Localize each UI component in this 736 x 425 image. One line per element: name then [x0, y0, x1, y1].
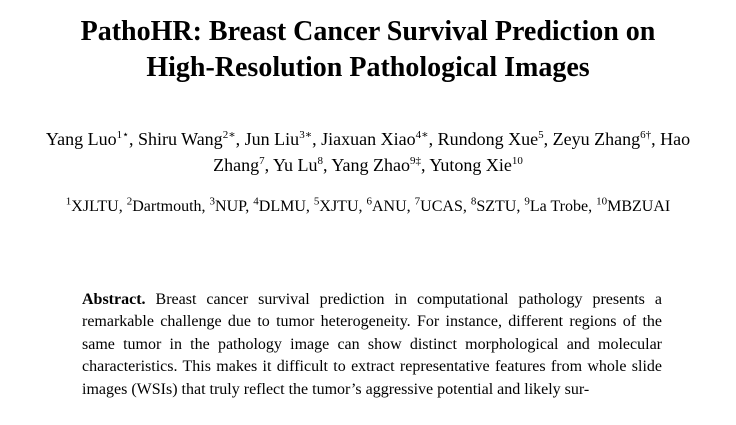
- author: Zeyu Zhang6†: [553, 129, 651, 149]
- affiliation: 1XJLTU: [65, 195, 119, 215]
- author: Jun Liu3∗: [245, 129, 313, 149]
- affiliation: 6ANU: [366, 195, 407, 215]
- affiliation-separator: ,: [588, 198, 597, 215]
- abstract: Abstract. Breast cancer survival predict…: [82, 289, 662, 401]
- paper-title-line-2: High-Resolution Pathological Images: [146, 52, 590, 83]
- author-affiliation-mark: 2∗: [222, 129, 236, 141]
- author-separator: ,: [421, 155, 430, 175]
- affiliation-name: Dartmouth: [132, 198, 202, 215]
- author-separator: ,: [235, 129, 245, 149]
- affiliation-number: 8: [470, 195, 477, 208]
- author-name: Zeyu Zhang: [552, 129, 641, 149]
- author: Hao Zhang7: [213, 129, 690, 175]
- author-affiliation-mark: 1⋆: [116, 129, 129, 141]
- author: Shiru Wang2∗: [138, 129, 236, 149]
- affiliation: 4DLMU: [253, 195, 306, 215]
- author-separator: ,: [543, 129, 553, 149]
- affiliation-name: ANU: [372, 198, 407, 215]
- affiliation-number: 1: [65, 195, 72, 208]
- affiliation-list: 1XJLTU, 2Dartmouth, 3NUP, 4DLMU, 5XJTU, …: [24, 196, 712, 218]
- affiliation-separator: ,: [358, 198, 367, 215]
- affiliation-name: NUP: [215, 198, 246, 215]
- affiliation-number: 6: [366, 195, 373, 208]
- author-separator: ,: [312, 129, 322, 149]
- author-name: Jun Liu: [244, 129, 300, 149]
- affiliation-name: XJLTU: [71, 198, 119, 215]
- affiliation: 8SZTU: [470, 195, 517, 215]
- affiliation: 10MBZUAI: [596, 195, 671, 215]
- author: Yang Zhao9‡: [331, 155, 421, 175]
- affiliation-separator: ,: [305, 198, 314, 215]
- affiliation: 9La Trobe: [524, 195, 589, 215]
- affiliation-number: 9: [524, 195, 530, 208]
- author: Yutong Xie10: [429, 155, 523, 175]
- affiliation-number: 7: [414, 195, 421, 208]
- affiliation: 2Dartmouth: [126, 195, 202, 215]
- author-separator: ,: [651, 129, 661, 149]
- author-name: Yutong Xie: [429, 155, 512, 175]
- affiliation-number: 5: [313, 195, 320, 208]
- author: Rundong Xue5: [438, 129, 544, 149]
- paper-title-line-1: PathoHR: Breast Cancer Survival Predicti…: [80, 16, 656, 47]
- author-name: Hao Zhang: [213, 129, 691, 175]
- affiliation: 7UCAS: [414, 195, 463, 215]
- affiliation-name: XJTU: [319, 198, 359, 215]
- author: Jiaxuan Xiao4∗: [321, 129, 428, 149]
- affiliation-number: 3: [209, 195, 216, 208]
- affiliation: 5XJTU: [313, 195, 359, 215]
- author-affiliation-mark: 8: [317, 155, 323, 167]
- author-name: Rundong Xue: [437, 129, 539, 149]
- author-affiliation-mark: 3∗: [299, 129, 313, 141]
- affiliation-number: 10: [596, 195, 608, 208]
- author-affiliation-mark: 10: [511, 155, 523, 167]
- affiliation-separator: ,: [406, 198, 415, 215]
- author-affiliation-mark: 4∗: [415, 129, 429, 141]
- author-name: Shiru Wang: [137, 129, 223, 149]
- affiliation-separator: ,: [462, 198, 471, 215]
- author-affiliation-mark: 9‡: [410, 155, 421, 167]
- author-separator: ,: [428, 129, 438, 149]
- author-list: Yang Luo1⋆, Shiru Wang2∗, Jun Liu3∗, Jia…: [24, 126, 712, 178]
- author-name: Yu Lu: [272, 155, 318, 175]
- paper-title: PathoHR: Breast Cancer Survival Predicti…: [20, 14, 716, 86]
- author: Yang Luo1⋆: [46, 129, 129, 149]
- affiliation-separator: ,: [118, 198, 127, 215]
- affiliation-separator: ,: [516, 198, 525, 215]
- author-separator: ,: [128, 129, 138, 149]
- author-affiliation-mark: 5: [538, 129, 544, 141]
- affiliation-separator: ,: [201, 198, 210, 215]
- affiliation-name: MBZUAI: [607, 198, 671, 215]
- author-name: Jiaxuan Xiao: [321, 129, 416, 149]
- affiliation-name: SZTU: [476, 198, 517, 215]
- author-name: Yang Zhao: [331, 155, 410, 175]
- abstract-text: Breast cancer survival prediction in com…: [82, 291, 663, 398]
- abstract-label: Abstract.: [82, 291, 146, 308]
- author-name: Yang Luo: [45, 129, 117, 149]
- affiliation: 3NUP: [209, 195, 246, 215]
- author-separator: ,: [322, 155, 332, 175]
- affiliation-number: 4: [253, 195, 259, 208]
- author-affiliation-mark: 6†: [640, 129, 652, 141]
- author: Yu Lu8: [273, 155, 323, 175]
- affiliation-number: 2: [126, 195, 133, 208]
- affiliation-separator: ,: [245, 198, 254, 215]
- affiliation-name: DLMU: [258, 198, 306, 215]
- author-affiliation-mark: 7: [259, 155, 265, 167]
- affiliation-name: La Trobe: [529, 198, 589, 215]
- affiliation-name: UCAS: [420, 198, 463, 215]
- author-separator: ,: [264, 155, 273, 175]
